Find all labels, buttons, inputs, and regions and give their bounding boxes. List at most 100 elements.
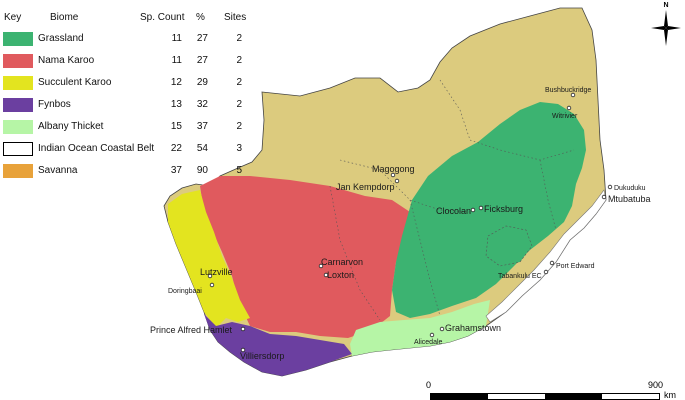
marker-tabankulu (543, 269, 549, 275)
legend-sites: 2 (236, 33, 242, 44)
legend-pct: 27 (196, 33, 208, 44)
succulent-karoo-region (168, 190, 250, 328)
legend-pct: 37 (196, 121, 208, 132)
label-magogong: Magogong (372, 164, 415, 174)
label-loxton: Loxton (327, 270, 354, 280)
legend-header-key: Key (4, 12, 22, 23)
label-dukuduku: Dukuduku (614, 185, 646, 192)
legend-pct: 32 (196, 99, 208, 110)
legend-biome-name: Nama Karoo (38, 55, 95, 66)
legend-pct: 29 (196, 77, 208, 88)
label-grahamstown: Grahamstown (445, 323, 501, 333)
province-boundaries (329, 79, 575, 321)
label-carnarvon: Carnarvon (321, 257, 363, 267)
legend-biome-name: Savanna (38, 165, 78, 176)
legend-swatch (3, 98, 33, 112)
label-bushbuckridge: Bushbuckridge (545, 87, 591, 94)
scale-unit: km (664, 390, 676, 400)
legend-count: 13 (170, 99, 182, 110)
label-mtubatuba: Mtubatuba (608, 194, 651, 204)
legend-swatch (3, 164, 33, 178)
scale-bar-graphic (430, 393, 660, 400)
label-lutzville: Lutzville (200, 267, 233, 277)
legend-sites: 3 (236, 143, 242, 154)
place-labels: Bushbuckridge Witrivier Magogong Jan Kem… (150, 87, 651, 361)
marker-lutzville (207, 273, 213, 279)
legend-swatch (3, 142, 33, 156)
legend-biome-name: Succulent Karoo (38, 77, 112, 88)
marker-alicedale (429, 332, 435, 338)
label-alicedale: Alicedale (414, 339, 443, 346)
label-clocolan: Clocolan (436, 206, 471, 216)
legend-header-pct: % (196, 12, 205, 23)
legend-sites: 2 (236, 121, 242, 132)
marker-doringbaai (209, 282, 215, 288)
legend-count: 11 (171, 33, 182, 44)
label-doringbaai: Doringbaai (168, 288, 202, 295)
marker-loxton (323, 272, 329, 278)
albany-thicket-region (350, 300, 490, 356)
scale-end: 900 (648, 380, 664, 390)
legend-sites: 2 (236, 99, 242, 110)
marker-witrivier (566, 105, 572, 111)
north-label: N (663, 2, 669, 9)
legend-header-biome: Biome (50, 12, 79, 23)
legend-biome-name: Grassland (38, 33, 84, 44)
legend-row: Nama Karoo 11 27 2 (0, 52, 262, 70)
marker-port-edward (549, 260, 555, 266)
legend-row: Grassland 11 27 2 (0, 30, 262, 48)
lesotho-outline (485, 225, 533, 267)
place-markers (207, 92, 613, 353)
legend-row: Indian Ocean Coastal Belt 22 54 3 (0, 140, 262, 158)
legend-count: 12 (170, 77, 182, 88)
legend-count: 11 (171, 55, 182, 66)
north-arrow: N (651, 2, 681, 46)
legend-pct: 90 (196, 165, 208, 176)
compass-rose-icon (651, 10, 681, 46)
label-witrivier: Witrivier (552, 113, 578, 120)
label-villiersdorp: Villiersdorp (240, 351, 284, 361)
label-port-edward: Port Edward (556, 263, 595, 270)
marker-jan-kempdorp (394, 178, 400, 184)
marker-magogong (390, 172, 396, 178)
legend-swatch (3, 76, 33, 90)
legend-sites: 5 (236, 165, 242, 176)
indian-ocean-coastal-belt (485, 189, 607, 323)
legend-swatch (3, 32, 33, 46)
legend-row: Savanna 37 90 5 (0, 162, 262, 180)
scale-start: 0 (426, 380, 432, 390)
legend-swatch (3, 120, 33, 134)
marker-prince-alfred-hamlet (240, 326, 246, 332)
legend-row: Albany Thicket 15 37 2 (0, 118, 262, 136)
legend-count: 15 (170, 121, 182, 132)
marker-grahamstown (439, 326, 445, 332)
legend-row: Succulent Karoo 12 29 2 (0, 74, 262, 92)
legend-count: 22 (170, 143, 182, 154)
marker-carnarvon (318, 263, 324, 269)
marker-ficksburg (478, 205, 484, 211)
marker-dukuduku (607, 184, 613, 190)
legend-header-sites: Sites (224, 12, 247, 23)
label-tabankulu: Tabankulu EC (498, 273, 542, 280)
label-jan-kempdorp: Jan Kempdorp (336, 182, 395, 192)
legend-biome-name: Indian Ocean Coastal Belt (38, 143, 155, 154)
legend-pct: 27 (196, 55, 208, 66)
marker-villiersdorp (240, 347, 246, 353)
legend-count: 37 (170, 165, 182, 176)
label-ficksburg: Ficksburg (484, 204, 523, 214)
legend-biome-name: Fynbos (38, 99, 71, 110)
scale-bar: 0 900 km (426, 380, 685, 400)
legend-pct: 54 (196, 143, 208, 154)
marker-clocolan (470, 207, 476, 213)
legend-sites: 2 (236, 55, 242, 66)
grassland-region (392, 102, 586, 318)
label-prince-alfred-hamlet: Prince Alfred Hamlet (150, 325, 233, 335)
legend-swatch (3, 54, 33, 68)
marker-bushbuckridge (570, 92, 576, 98)
legend-row: Fynbos 13 32 2 (0, 96, 262, 114)
nama-karoo-region (200, 176, 410, 338)
legend-header-count: Sp. Count (140, 12, 185, 23)
legend-biome-name: Albany Thicket (38, 121, 104, 132)
